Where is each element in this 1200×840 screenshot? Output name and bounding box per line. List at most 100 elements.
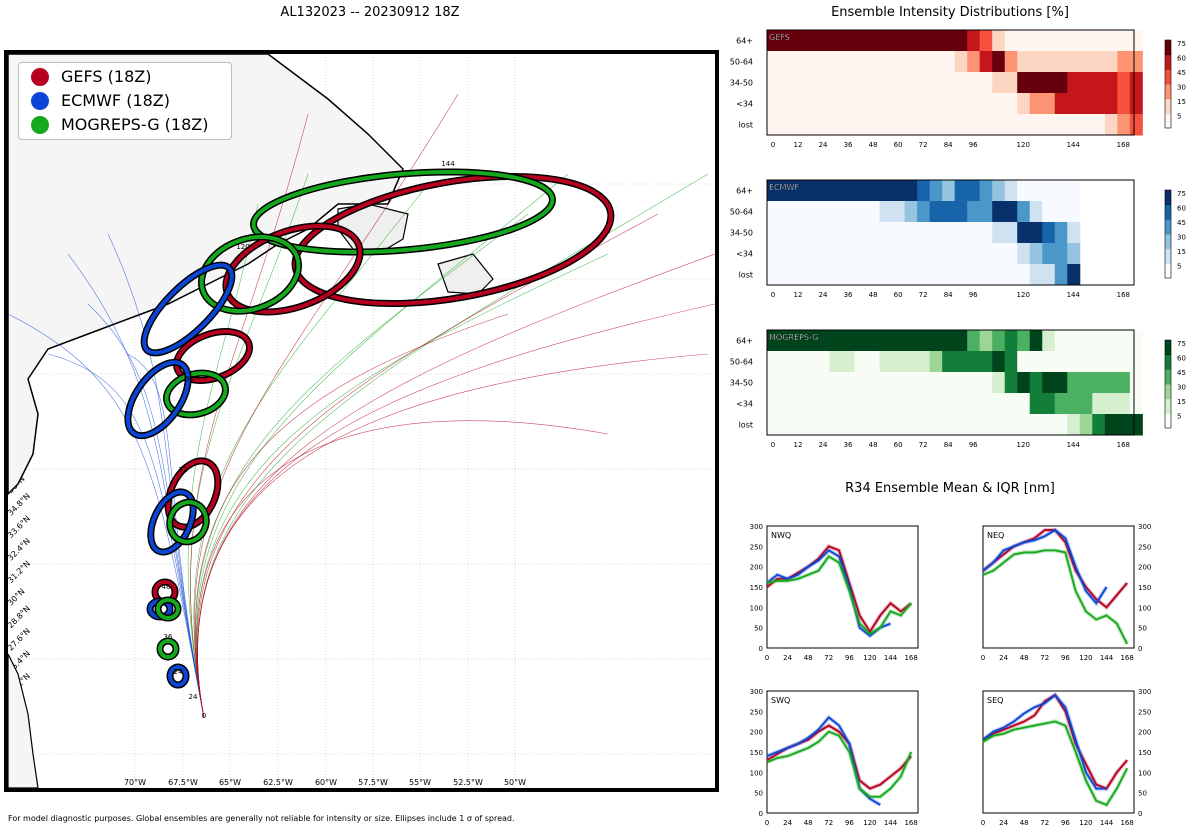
heatmap-cell: [767, 30, 781, 52]
x-tick-label: 24: [819, 141, 828, 149]
y-tick-label: 300: [1138, 688, 1151, 696]
heatmap-cell: [842, 51, 856, 73]
ensemble-track-line: [67, 253, 205, 719]
x-tick-label: 168: [904, 654, 917, 662]
track-map-canvas: 70°W 67.5°W 65°W 62.5°W 60°W 57.5°W 55°W 52.5°W…: [8, 54, 715, 788]
heatmap-cell: [792, 201, 806, 223]
heatmap-cell: [1029, 414, 1043, 436]
panel-name: MOGREPS-G: [769, 333, 818, 342]
heatmap-cell: [817, 372, 831, 394]
heatmap-cell: [1017, 72, 1031, 94]
row-label: lost: [739, 421, 753, 430]
heatmap-cell: [942, 51, 956, 73]
lon-label: 50°W: [504, 778, 526, 787]
heatmap-cell: [767, 414, 781, 436]
x-tick-label: 96: [969, 291, 978, 299]
x-tick-label: 144: [884, 654, 898, 662]
heatmap-cell: [992, 201, 1006, 223]
uncertainty-ellipse: [166, 498, 210, 546]
y-tick-label: 0: [759, 810, 763, 818]
heatmap-cell: [829, 180, 843, 202]
colorbar-segment: [1165, 234, 1171, 250]
gefs-marker-icon: [31, 67, 49, 86]
heatmap-cell: [1129, 72, 1143, 94]
heatmap-cell: [892, 243, 906, 265]
heatmap-cell: [1104, 393, 1118, 415]
row-label: 34-50: [730, 229, 753, 238]
heatmap-cell: [1054, 114, 1068, 136]
x-tick-label: 60: [894, 441, 903, 449]
colorbar-segment: [1165, 84, 1171, 100]
heatmap-cell: [1042, 51, 1056, 73]
heatmap-cell: [904, 51, 918, 73]
heatmap-cell: [842, 180, 856, 202]
y-tick-label: 300: [750, 523, 763, 531]
heatmap-cell: [1054, 393, 1068, 415]
heatmap-cell: [879, 264, 893, 286]
heatmap-cell: [829, 351, 843, 373]
x-tick-label: 72: [919, 441, 928, 449]
heatmap-cell: [804, 264, 818, 286]
heatmap-cell: [817, 222, 831, 244]
heatmap-cell: [1042, 264, 1056, 286]
r34-panel-nwq: NWQ 300 250 200 150 100 50 00 24 48 72 96 120 144 168: [750, 523, 919, 662]
colorbar-segment: [1165, 384, 1171, 400]
colorbar-segment: [1165, 190, 1171, 206]
heatmap-cell: [792, 114, 806, 136]
ensemble-track-line: [8, 313, 205, 719]
uncertainty-ellipse: [124, 358, 192, 440]
panel-name: SWQ: [771, 696, 790, 705]
ensemble-track-line: [107, 233, 205, 719]
heatmap-cell: [967, 93, 981, 115]
x-tick-label: 144: [1100, 819, 1114, 827]
x-tick-label: 72: [824, 654, 833, 662]
x-tick-label: 24: [819, 291, 828, 299]
heatmap-cell: [992, 351, 1006, 373]
heatmap-cell: [804, 201, 818, 223]
heatmap-cell: [817, 201, 831, 223]
heatmap-cell: [1092, 330, 1106, 352]
heatmap-cell: [792, 330, 806, 352]
ensemble-track-line: [197, 173, 709, 719]
ensemble-track-line: [196, 253, 609, 719]
heatmap-cell: [929, 72, 943, 94]
heatmap-cell: [1079, 351, 1093, 373]
heatmap-cell: [1017, 264, 1031, 286]
heatmap-cell: [892, 393, 906, 415]
heatmap-cell: [967, 243, 981, 265]
heatmap-cell: [1029, 114, 1043, 136]
heatmap-cell: [867, 180, 881, 202]
x-tick-label: 12: [794, 141, 803, 149]
heatmap-cell: [1017, 180, 1031, 202]
heatmap-cell: [817, 93, 831, 115]
heatmap-cell: [779, 372, 793, 394]
heatmap-cell: [1129, 351, 1143, 373]
heatmap-cell: [879, 351, 893, 373]
heatmap-cell: [967, 114, 981, 136]
heatmap-cell: [992, 243, 1006, 265]
heatmap-cell: [979, 372, 993, 394]
x-tick-label: 72: [824, 819, 833, 827]
heatmap-cell: [1029, 201, 1043, 223]
mogreps-marker-icon: [31, 115, 49, 134]
heatmap-cell: [1004, 372, 1018, 394]
heatmap-cell: [1017, 201, 1031, 223]
panel-frame: [766, 329, 1135, 436]
colorbar-segment: [1165, 340, 1171, 356]
uncertainty-ellipse: [140, 261, 236, 357]
colorbar-segment: [1165, 204, 1171, 220]
heatmap-cell: [1017, 222, 1031, 244]
heatmap-cell: [967, 372, 981, 394]
y-tick-label: 100: [750, 604, 763, 612]
heatmap-cell: [892, 201, 906, 223]
row-label: 64+: [736, 337, 753, 346]
heatmap-cell: [942, 330, 956, 352]
heatmap-cell: [779, 51, 793, 73]
y-tick-label: 100: [1138, 769, 1151, 777]
x-tick-label: 144: [884, 819, 898, 827]
heatmap-cell: [842, 351, 856, 373]
x-tick-label: 36: [844, 141, 853, 149]
x-tick-label: 168: [904, 819, 917, 827]
heatmap-cell: [1004, 51, 1018, 73]
heatmap-cell: [1029, 30, 1043, 52]
